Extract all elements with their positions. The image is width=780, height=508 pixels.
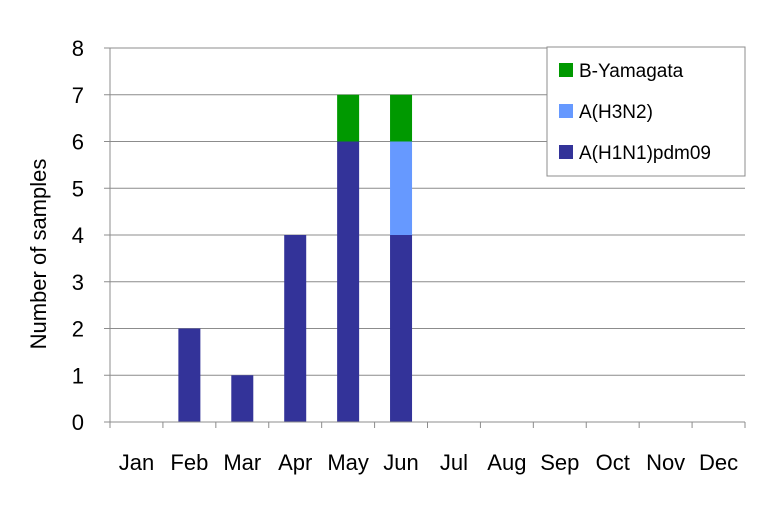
x-tick-label: Jul	[440, 450, 468, 475]
y-tick-labels: 0 1 2 3 4 5 6 7 8	[72, 36, 84, 435]
y-axis-title: Number of samples	[26, 159, 51, 350]
bar-segment	[390, 141, 413, 235]
x-tick-label: Mar	[223, 450, 261, 475]
legend: B-Yamagata A(H3N2) A(H1N1)pdm09	[546, 46, 746, 177]
legend-swatch	[559, 104, 573, 118]
y-tick-label: 6	[72, 130, 84, 155]
y-tick-label: 8	[72, 36, 84, 61]
bar-segment	[390, 94, 413, 142]
legend-label: B-Yamagata	[579, 61, 684, 82]
legend-swatch	[559, 63, 573, 77]
y-tick-label: 0	[72, 410, 84, 435]
legend-label: A(H3N2)	[579, 102, 653, 123]
x-tick-label: May	[327, 450, 369, 475]
x-tick-label: Jan	[119, 450, 154, 475]
x-tick-label: Sep	[540, 450, 579, 475]
bar-segment	[390, 235, 413, 422]
gridlines	[110, 47, 745, 376]
bar-segment	[337, 94, 360, 142]
legend-swatch	[559, 145, 573, 159]
x-tick-label: Oct	[596, 450, 630, 475]
x-tick-label: Nov	[646, 450, 685, 475]
legend-label: A(H1N1)pdm09	[579, 143, 711, 164]
y-tick-label: 5	[72, 176, 84, 201]
x-tick-label: Feb	[170, 450, 208, 475]
y-tick-label: 1	[72, 363, 84, 388]
bar-segment	[284, 235, 307, 422]
bar-segment	[178, 328, 201, 422]
y-tick-label: 7	[72, 83, 84, 108]
x-tick-label: Aug	[487, 450, 526, 475]
bar-segment	[231, 375, 254, 422]
axes	[104, 47, 746, 428]
legend-box	[546, 46, 746, 177]
x-tick-label: Apr	[278, 450, 312, 475]
bars	[178, 94, 413, 422]
y-tick-label: 3	[72, 270, 84, 295]
y-tick-label: 4	[72, 223, 84, 248]
y-tick-label: 2	[72, 317, 84, 342]
x-tick-label: Dec	[699, 450, 738, 475]
x-tick-labels: Jan Feb Mar Apr May Jun Jul Aug Sep Oct Nov Dec	[119, 450, 738, 475]
bar-segment	[337, 141, 360, 422]
x-tick-label: Jun	[383, 450, 418, 475]
